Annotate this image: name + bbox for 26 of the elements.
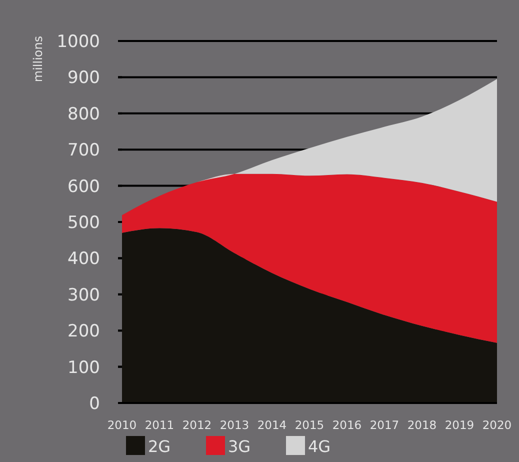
y-tick-label: 100 <box>68 358 100 378</box>
x-tick-label: 2016 <box>332 418 362 432</box>
x-tick-label: 2020 <box>482 418 512 432</box>
legend-label: 3G <box>228 437 251 456</box>
y-tick-label: 300 <box>68 285 100 306</box>
y-tick-label: 800 <box>68 104 100 124</box>
y-tick-label: 500 <box>68 212 100 233</box>
x-tick-label: 2012 <box>182 418 212 432</box>
y-tick-label: 600 <box>68 176 100 197</box>
x-tick-label: 2015 <box>294 418 324 432</box>
x-tick-label: 2017 <box>370 418 400 432</box>
y-tick-label: 900 <box>68 68 100 88</box>
y-tick-label: 700 <box>68 140 100 161</box>
x-tick-label: 2018 <box>407 418 437 432</box>
x-tick-label: 2019 <box>444 418 474 432</box>
y-tick-label: 200 <box>68 322 100 342</box>
legend-label: 4G <box>308 437 331 456</box>
y-tick-label: 1000 <box>56 32 100 52</box>
x-tick-label: 2011 <box>144 418 174 432</box>
x-tick-label: 2013 <box>220 418 250 432</box>
y-axis-title: millions <box>31 36 45 82</box>
x-tick-label: 2010 <box>107 418 137 432</box>
y-tick-label: 0 <box>89 394 100 414</box>
legend-label: 2G <box>148 437 171 456</box>
y-tick-label: 400 <box>68 249 100 270</box>
x-tick-label: 2014 <box>257 418 287 432</box>
